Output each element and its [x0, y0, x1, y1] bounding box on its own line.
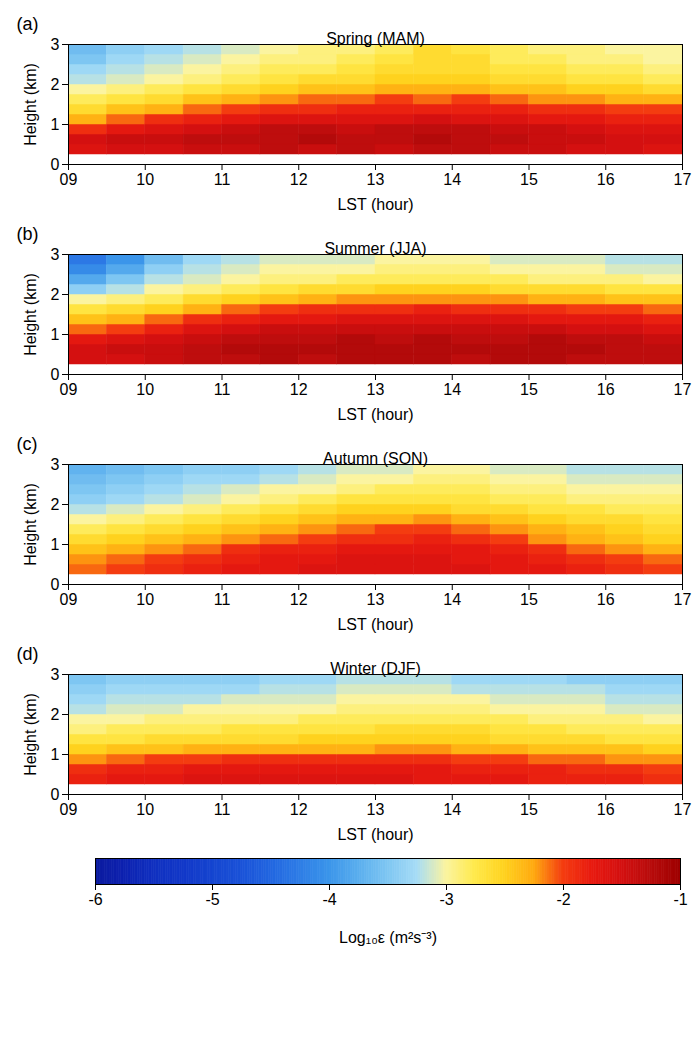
svg-text:15: 15 — [520, 591, 538, 608]
svg-text:16: 16 — [597, 801, 615, 818]
svg-text:16: 16 — [597, 591, 615, 608]
svg-text:(a): (a) — [17, 14, 39, 34]
svg-text:13: 13 — [367, 801, 385, 818]
svg-text:2: 2 — [51, 286, 60, 303]
svg-text:10: 10 — [136, 381, 154, 398]
svg-text:(b): (b) — [17, 224, 39, 244]
svg-text:LST (hour): LST (hour) — [337, 196, 413, 213]
svg-text:17: 17 — [674, 591, 692, 608]
svg-text:09: 09 — [60, 171, 78, 188]
svg-text:(d): (d) — [17, 644, 39, 664]
svg-text:16: 16 — [597, 381, 615, 398]
svg-text:10: 10 — [136, 801, 154, 818]
svg-text:0: 0 — [51, 156, 60, 173]
svg-text:0: 0 — [51, 576, 60, 593]
svg-text:1: 1 — [51, 746, 60, 763]
svg-text:0: 0 — [51, 786, 60, 803]
svg-text:14: 14 — [443, 381, 461, 398]
svg-text:LST (hour): LST (hour) — [337, 406, 413, 423]
svg-text:-3: -3 — [439, 891, 453, 908]
svg-text:2: 2 — [51, 706, 60, 723]
svg-text:15: 15 — [520, 381, 538, 398]
svg-text:2: 2 — [51, 76, 60, 93]
svg-text:-6: -6 — [88, 891, 102, 908]
svg-text:10: 10 — [136, 171, 154, 188]
svg-text:LST (hour): LST (hour) — [337, 616, 413, 633]
svg-text:12: 12 — [290, 801, 308, 818]
svg-text:09: 09 — [60, 801, 78, 818]
svg-text:11: 11 — [214, 591, 231, 608]
svg-text:09: 09 — [60, 591, 78, 608]
svg-text:(c): (c) — [17, 434, 38, 454]
svg-text:13: 13 — [367, 381, 385, 398]
svg-text:-2: -2 — [556, 891, 570, 908]
svg-text:Summer (JJA): Summer (JJA) — [324, 240, 426, 257]
svg-text:Height (km): Height (km) — [22, 693, 39, 776]
svg-text:-5: -5 — [205, 891, 219, 908]
svg-text:10: 10 — [136, 591, 154, 608]
svg-text:17: 17 — [674, 171, 692, 188]
svg-text:Autumn (SON): Autumn (SON) — [323, 450, 428, 467]
svg-text:12: 12 — [290, 171, 308, 188]
svg-text:3: 3 — [51, 36, 60, 53]
svg-text:Log₁₀ε (m²s⁻³): Log₁₀ε (m²s⁻³) — [339, 929, 437, 946]
svg-text:-1: -1 — [673, 891, 687, 908]
svg-text:Height (km): Height (km) — [22, 483, 39, 566]
svg-text:14: 14 — [443, 171, 461, 188]
svg-text:11: 11 — [214, 381, 231, 398]
svg-text:Height (km): Height (km) — [22, 273, 39, 356]
svg-text:11: 11 — [214, 801, 231, 818]
svg-text:13: 13 — [367, 591, 385, 608]
svg-text:2: 2 — [51, 496, 60, 513]
svg-text:Height (km): Height (km) — [22, 63, 39, 146]
svg-text:Winter (DJF): Winter (DJF) — [330, 660, 421, 677]
svg-text:3: 3 — [51, 246, 60, 263]
svg-text:14: 14 — [443, 591, 461, 608]
svg-text:0: 0 — [51, 366, 60, 383]
svg-text:17: 17 — [674, 801, 692, 818]
svg-text:16: 16 — [597, 171, 615, 188]
svg-text:15: 15 — [520, 171, 538, 188]
svg-text:17: 17 — [674, 381, 692, 398]
svg-text:3: 3 — [51, 666, 60, 683]
svg-text:1: 1 — [51, 326, 60, 343]
svg-text:13: 13 — [367, 171, 385, 188]
svg-text:3: 3 — [51, 456, 60, 473]
svg-text:09: 09 — [60, 381, 78, 398]
svg-text:14: 14 — [443, 801, 461, 818]
svg-text:1: 1 — [51, 536, 60, 553]
svg-text:-4: -4 — [322, 891, 336, 908]
svg-text:12: 12 — [290, 591, 308, 608]
svg-text:1: 1 — [51, 116, 60, 133]
svg-text:LST (hour): LST (hour) — [337, 826, 413, 843]
svg-text:12: 12 — [290, 381, 308, 398]
svg-text:Spring (MAM): Spring (MAM) — [326, 30, 425, 47]
svg-text:15: 15 — [520, 801, 538, 818]
svg-text:11: 11 — [214, 171, 231, 188]
